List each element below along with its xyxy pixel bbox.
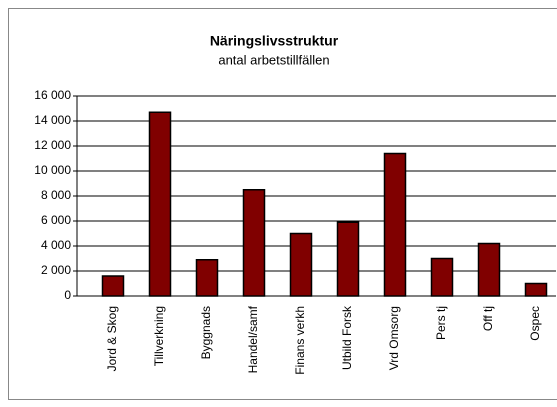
x-tick-label: Off tj — [481, 306, 495, 331]
y-tick-label: 8 000 — [41, 188, 71, 202]
y-tick-label: 12 000 — [34, 138, 71, 152]
chart-subtitle: antal arbetstillfällen — [218, 52, 329, 67]
x-tick-label: Ospec — [528, 306, 542, 341]
bar — [524, 282, 548, 297]
bar — [195, 259, 219, 297]
bar — [289, 232, 313, 297]
y-tick-label: 4 000 — [41, 238, 71, 252]
x-tick-label: Handel/samf — [246, 305, 260, 373]
bar — [148, 111, 172, 297]
bar — [477, 242, 501, 297]
x-tick-label: Finans verkh — [293, 306, 307, 375]
bar — [430, 257, 454, 297]
y-tick-label: 2 000 — [41, 263, 71, 277]
x-tick-label: Byggnads — [199, 306, 213, 359]
chart-border — [8, 8, 557, 400]
y-tick-label: 0 — [64, 288, 71, 302]
y-tick-label: 10 000 — [34, 163, 71, 177]
x-tick-label: Vrd Omsorg — [387, 306, 401, 370]
x-tick-label: Tillverkning — [152, 306, 166, 366]
bar — [383, 152, 407, 297]
y-tick-label: 6 000 — [41, 213, 71, 227]
bar — [101, 275, 125, 297]
x-tick-label: Utbild Forsk — [340, 305, 354, 370]
y-tick-label: 14 000 — [34, 113, 71, 127]
x-tick-label: Jord & Skog — [105, 306, 119, 371]
bar — [242, 189, 266, 297]
y-tick-label: 16 000 — [34, 88, 71, 102]
chart-title: Näringslivsstruktur — [210, 33, 339, 49]
x-tick-label: Pers tj — [434, 306, 448, 340]
bar — [336, 221, 360, 297]
